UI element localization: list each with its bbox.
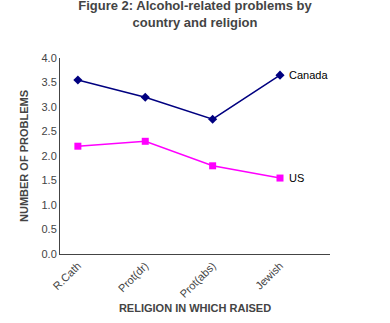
svg-text:Jewish: Jewish bbox=[253, 260, 285, 292]
svg-text:3.5: 3.5 bbox=[42, 76, 57, 88]
svg-text:Canada: Canada bbox=[289, 69, 328, 81]
svg-text:1.0: 1.0 bbox=[42, 199, 57, 211]
svg-text:NUMBER OF PROBLEMS: NUMBER OF PROBLEMS bbox=[18, 90, 30, 222]
svg-text:0.5: 0.5 bbox=[42, 223, 57, 235]
svg-text:US: US bbox=[289, 172, 304, 184]
svg-text:1.5: 1.5 bbox=[42, 174, 57, 186]
svg-text:RELIGION IN WHICH RAISED: RELIGION IN WHICH RAISED bbox=[119, 302, 271, 314]
svg-text:Figure 2: Alcohol-related prob: Figure 2: Alcohol-related problems bycou… bbox=[78, 0, 312, 30]
svg-text:3.0: 3.0 bbox=[42, 101, 57, 113]
svg-text:Prot(abs): Prot(abs) bbox=[177, 260, 217, 300]
svg-text:R.Cath: R.Cath bbox=[50, 260, 83, 293]
svg-text:2.0: 2.0 bbox=[42, 150, 57, 162]
svg-text:4.0: 4.0 bbox=[42, 52, 57, 64]
svg-text:Prot(dr): Prot(dr) bbox=[116, 260, 151, 295]
svg-text:2.5: 2.5 bbox=[42, 125, 57, 137]
svg-text:0.0: 0.0 bbox=[42, 248, 57, 260]
